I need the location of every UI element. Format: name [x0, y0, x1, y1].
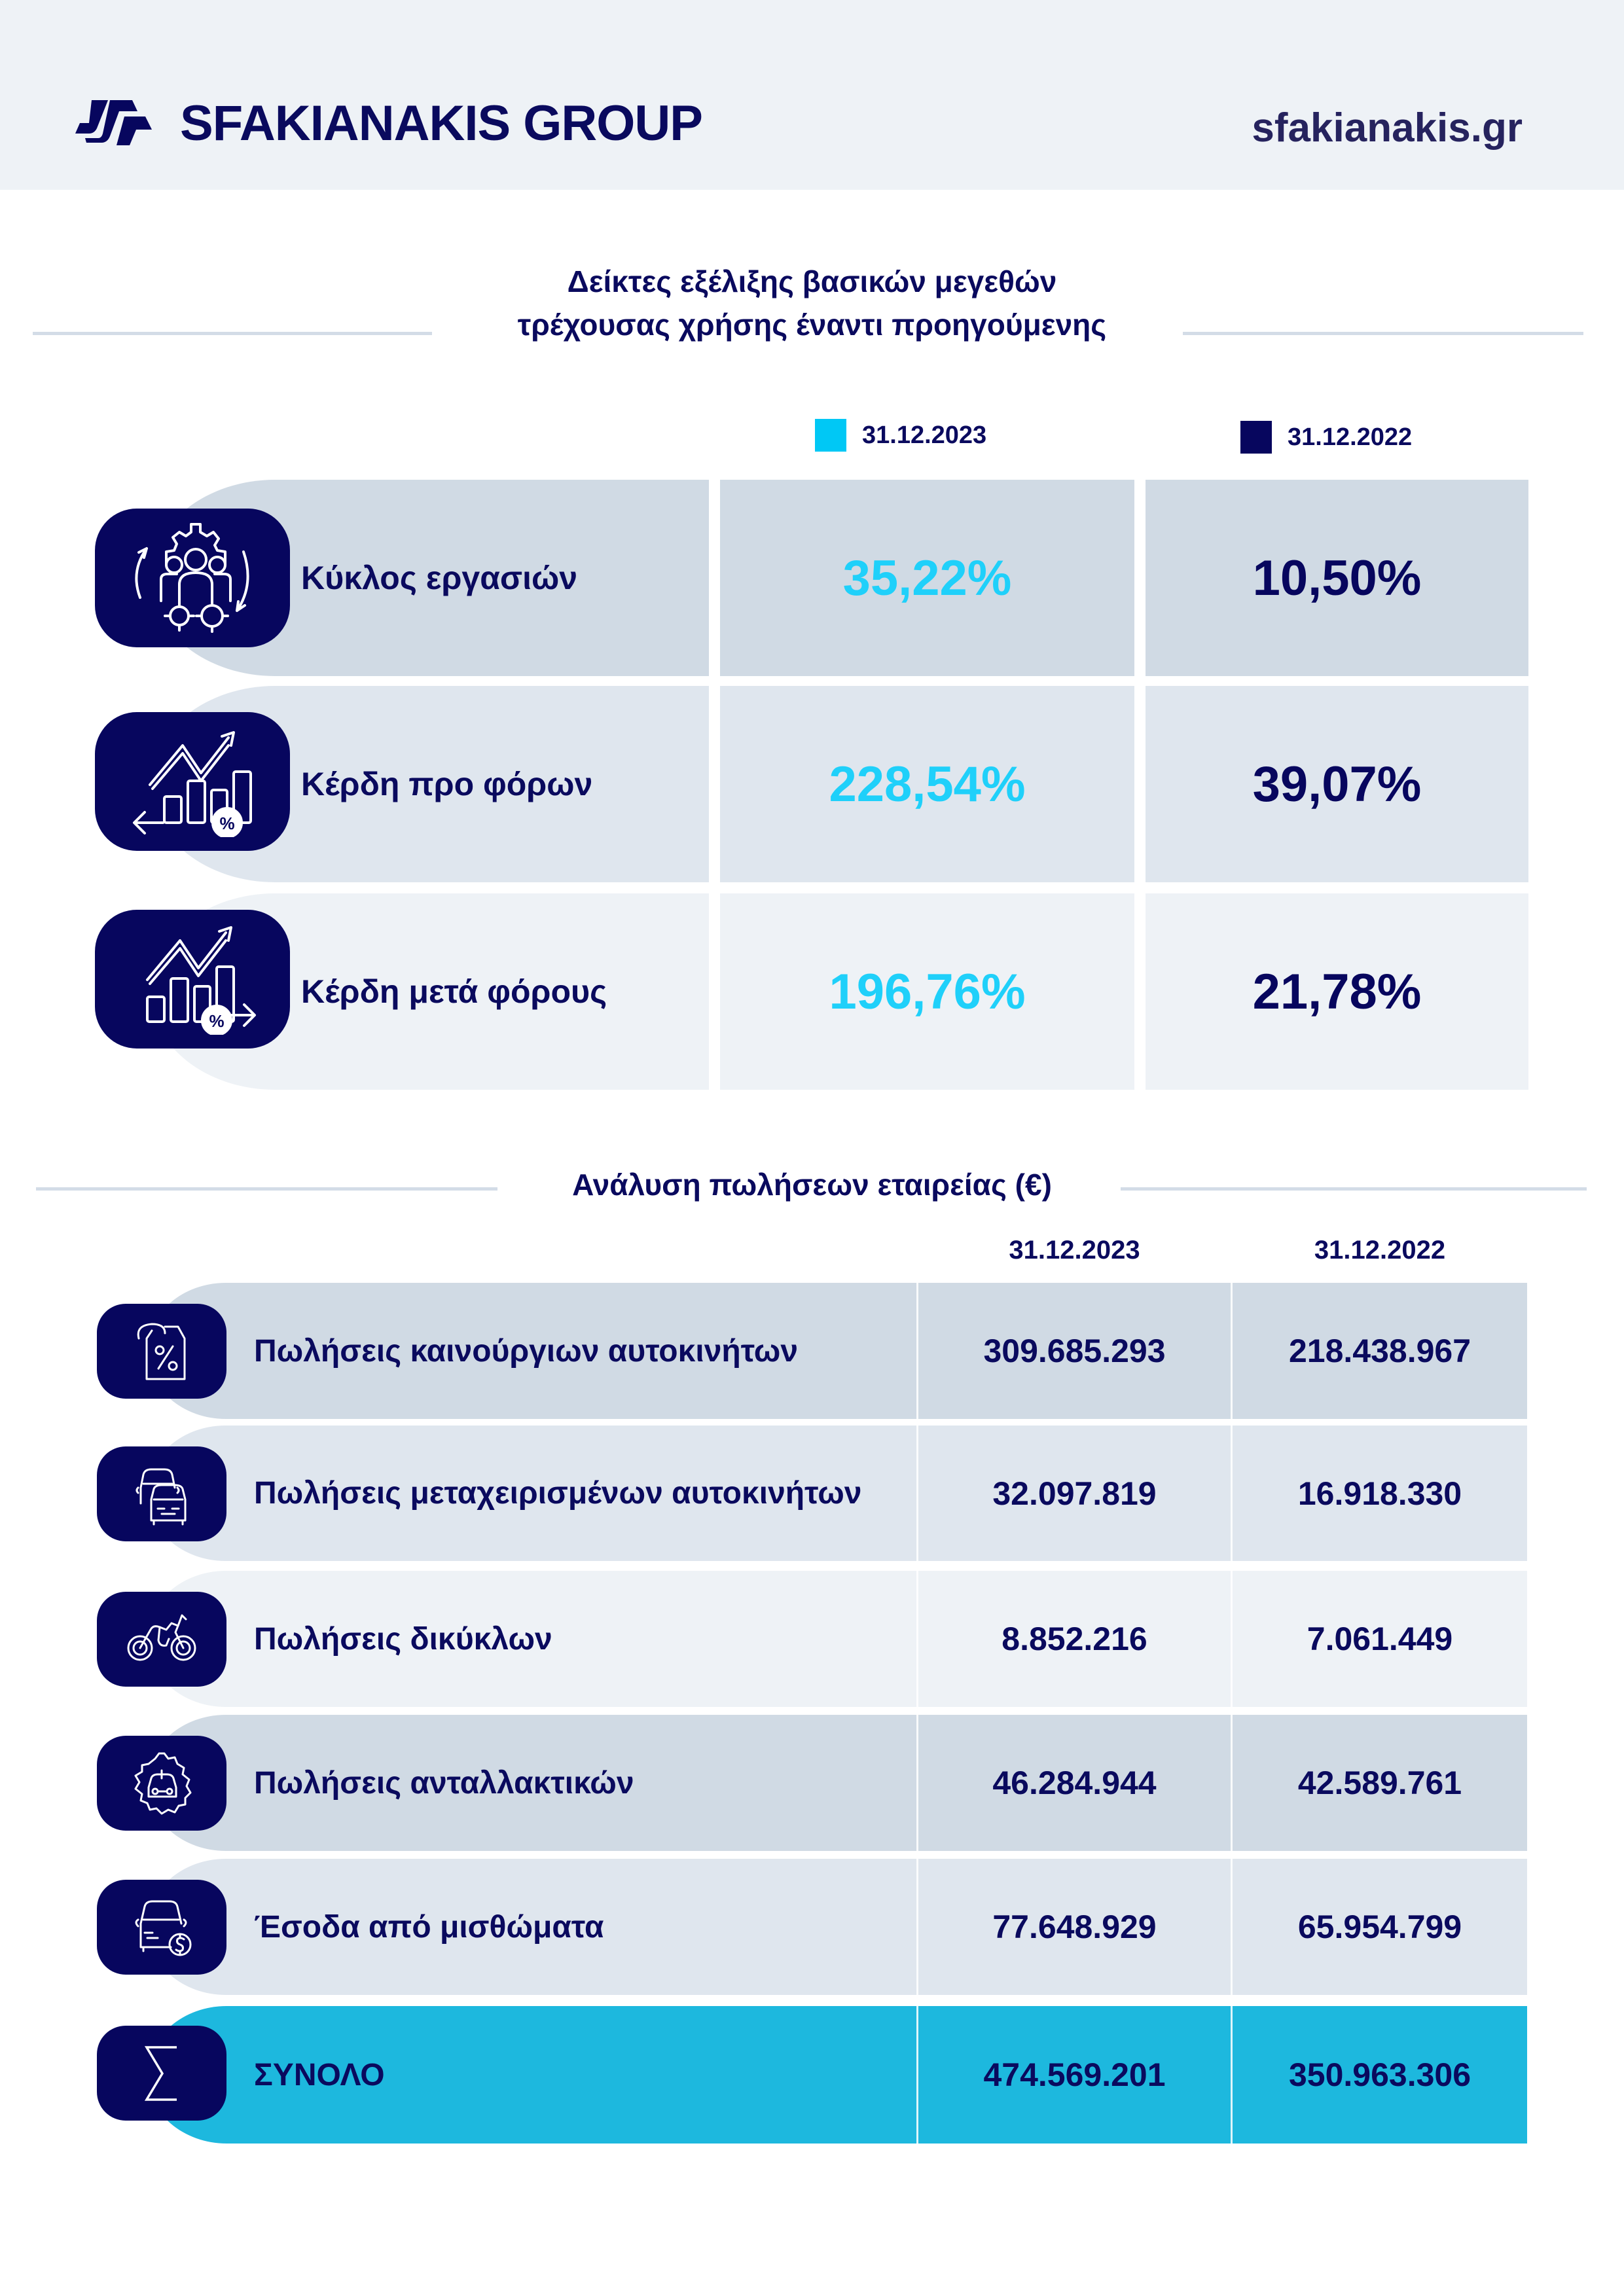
column-divider [916, 1715, 918, 1851]
brand-logo[interactable]: SFAKIANAKIS GROUP [72, 95, 703, 151]
column-divider [1231, 1426, 1233, 1561]
row-background [147, 1859, 1527, 1995]
divider-right [1121, 1187, 1587, 1191]
kpi-value-2023: 228,54% [720, 686, 1134, 882]
brand-name: SFAKIANAKIS GROUP [180, 95, 703, 151]
sales-label: ΣΥΝΟΛΟ [254, 2057, 385, 2092]
legend-item-2022: 31.12.2022 [1240, 421, 1412, 454]
column-divider [916, 2006, 918, 2144]
kpi-row-profit-after-tax: 196,76% 21,78% % Κέρδη μετά φόρους [0, 893, 1624, 1090]
sales-row-used-cars: Πωλήσεις μεταχειρισμένων αυτοκινήτων 32.… [0, 1426, 1624, 1561]
car-gear-icon [97, 1736, 226, 1831]
kpi-section-title-line1: Δείκτες εξέλιξης βασικών μεγεθών [567, 264, 1057, 298]
sales-value-2023: 8.852.216 [1001, 1621, 1147, 1657]
sales-value-2023: 32.097.819 [992, 1475, 1157, 1512]
team-gears-cycle-icon [95, 509, 290, 647]
sales-label: Πωλήσεις δικύκλων [254, 1621, 552, 1657]
column-divider [916, 1571, 918, 1707]
legend-swatch-2023 [815, 419, 846, 452]
car-dollar-icon [97, 1880, 226, 1975]
sales-value-2022: 7.061.449 [1307, 1621, 1453, 1657]
sales-label: Πωλήσεις καινούργιων αυτοκινήτων [254, 1333, 799, 1369]
column-divider [916, 1426, 918, 1561]
price-tag-percent-icon [97, 1304, 226, 1399]
column-divider [916, 1859, 918, 1995]
sales-value-2023: 474.569.201 [983, 2056, 1166, 2093]
kpi-label: Κέρδη προ φόρων [301, 766, 593, 802]
sales-value-2022: 16.918.330 [1297, 1475, 1462, 1512]
column-divider [916, 1283, 918, 1419]
sales-value-2022: 218.438.967 [1288, 1333, 1471, 1369]
svg-text:%: % [219, 814, 234, 833]
row-background [147, 1283, 1527, 1419]
sfakianakis-logo-mark-icon [72, 97, 154, 149]
column-divider [1231, 1715, 1233, 1851]
column-divider [1231, 1859, 1233, 1995]
sales-value-2023: 77.648.929 [992, 1909, 1157, 1945]
column-header-2023: 31.12.2023 [1009, 1236, 1140, 1265]
row-background [147, 1426, 1527, 1561]
kpi-row-turnover: 35,22% 10,50% Κύκλος εργασιών [0, 480, 1624, 676]
sales-label: Έσοδα από μισθώματα [254, 1909, 604, 1945]
sales-value-2023: 309.685.293 [983, 1333, 1166, 1369]
divider-left [33, 332, 432, 335]
kpi-value-2022: 21,78% [1146, 893, 1528, 1090]
motorcycle-icon [97, 1592, 226, 1687]
sales-value-2022: 42.589.761 [1297, 1765, 1462, 1801]
growth-chart-percent-icon: % [95, 712, 290, 851]
sigma-icon [97, 2026, 226, 2121]
legend-item-2023: 31.12.2023 [815, 419, 986, 452]
sales-row-leasing-income: Έσοδα από μισθώματα 77.648.929 65.954.79… [0, 1859, 1624, 1995]
column-divider [1231, 1283, 1233, 1419]
legend-swatch-2022 [1240, 421, 1272, 454]
sales-row-motorcycles: Πωλήσεις δικύκλων 8.852.216 7.061.449 [0, 1571, 1624, 1707]
kpi-value-2022: 39,07% [1146, 686, 1528, 882]
page-header: SFAKIANAKIS GROUP sfakianakis.gr [0, 0, 1624, 190]
sales-value-2023: 46.284.944 [992, 1765, 1157, 1801]
divider-right [1183, 332, 1583, 335]
kpi-label: Κύκλος εργασιών [301, 560, 578, 596]
kpi-value-2023: 35,22% [720, 480, 1134, 676]
sales-section-title: Ανάλυση πωλήσεων εταιρείας (€) [572, 1168, 1052, 1202]
svg-text:%: % [209, 1011, 224, 1031]
sales-label: Πωλήσεις μεταχειρισμένων αυτοκινήτων [254, 1476, 862, 1511]
sales-label: Πωλήσεις ανταλλακτικών [254, 1765, 634, 1801]
kpi-section-title-line2: τρέχουσας χρήσης έναντι προηγούμενης [517, 308, 1107, 342]
two-cars-icon [97, 1446, 226, 1541]
sales-row-new-cars: Πωλήσεις καινούργιων αυτοκινήτων 309.685… [0, 1283, 1624, 1419]
sales-value-2022: 350.963.306 [1288, 2056, 1471, 2093]
column-divider [1231, 1571, 1233, 1707]
sales-value-2022: 65.954.799 [1297, 1909, 1462, 1945]
sales-row-spare-parts: Πωλήσεις ανταλλακτικών 46.284.944 42.589… [0, 1715, 1624, 1851]
growth-chart-percent-arrow-icon: % [95, 910, 290, 1049]
kpi-label: Κέρδη μετά φόρους [301, 973, 607, 1010]
column-header-2022: 31.12.2022 [1314, 1236, 1446, 1265]
legend-label-2023: 31.12.2023 [862, 421, 987, 449]
sales-row-total: ΣΥΝΟΛΟ 474.569.201 350.963.306 [0, 2006, 1624, 2144]
kpi-row-profit-before-tax: 228,54% 39,07% % Κέρδη προ φόρων [0, 686, 1624, 882]
kpi-value-2022: 10,50% [1146, 480, 1528, 676]
column-divider [1231, 2006, 1233, 2144]
row-background [147, 2006, 1527, 2144]
kpi-value-2023: 196,76% [720, 893, 1134, 1090]
legend-label-2022: 31.12.2022 [1288, 423, 1413, 451]
row-background [147, 1715, 1527, 1851]
row-background [147, 1571, 1527, 1707]
website-link[interactable]: sfakianakis.gr [1252, 105, 1523, 151]
divider-left [36, 1187, 497, 1191]
